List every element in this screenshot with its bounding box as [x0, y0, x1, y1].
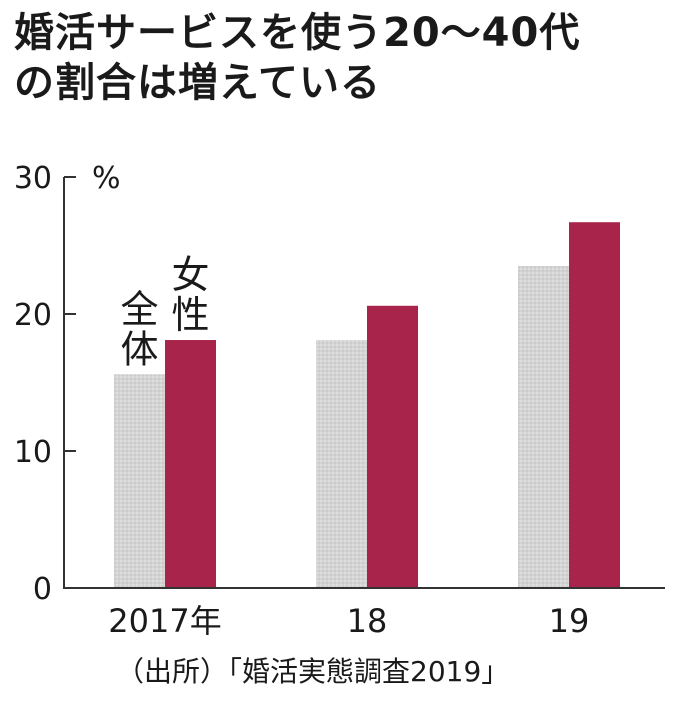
series-label-women-char-1: 性	[171, 293, 209, 337]
bar-overall-2	[518, 266, 569, 588]
bar-overall-1	[316, 340, 367, 588]
series-label-overall-char-1: 体	[120, 327, 158, 371]
series-label-overall-char-0: 全	[120, 287, 158, 331]
x-category-label-0: 2017年	[108, 602, 221, 640]
x-category-label-1: 18	[347, 602, 388, 640]
chart-title-line-2: の割合は増えている	[14, 60, 381, 106]
series-label-women-char-0: 女	[171, 253, 209, 297]
chart-title: 婚活サービスを使う20～40代 の割合は増えている	[14, 8, 580, 108]
source-note: （出所）「婚活実態調査2019」	[116, 655, 510, 688]
bar-women-1	[367, 305, 418, 588]
y-tick-label-30: 30	[14, 161, 52, 196]
bar-women-0	[165, 340, 216, 588]
y-tick-label-10: 10	[14, 435, 52, 470]
y-tick-label-0: 0	[33, 572, 52, 607]
x-category-label-2: 19	[549, 602, 590, 640]
y-tick-label-20: 20	[14, 298, 52, 333]
chart-title-line-1: 婚活サービスを使う20～40代	[14, 10, 581, 56]
bar-women-2	[569, 222, 620, 588]
y-unit-label: %	[92, 161, 121, 196]
bar-overall-0	[114, 374, 165, 588]
